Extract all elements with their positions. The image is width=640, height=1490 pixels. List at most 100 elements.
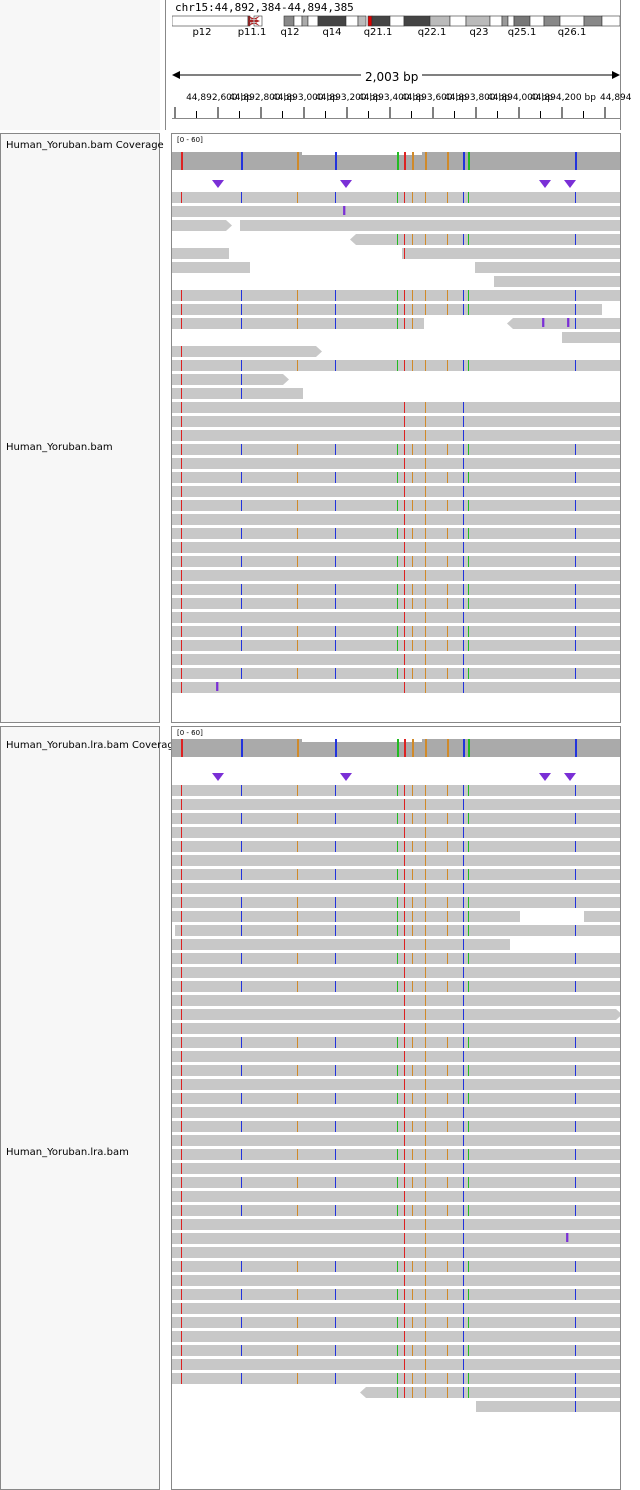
read <box>172 346 322 357</box>
alignment-track-name-1[interactable]: Human_Yoruban.bam <box>6 442 113 453</box>
insertion-marker-icon <box>564 773 576 781</box>
ideogram-band <box>559 15 585 27</box>
mismatch-mark <box>335 500 336 511</box>
mismatch-mark <box>335 1289 336 1300</box>
mismatch-mark <box>397 584 398 595</box>
mismatch-mark <box>447 234 448 245</box>
mismatch-mark <box>241 981 242 992</box>
coverage-mismatch-bar <box>397 152 399 170</box>
mismatch-mark <box>468 640 469 651</box>
mismatch-mark <box>425 556 426 567</box>
mismatch-mark <box>397 911 398 922</box>
chromosome-ideogram[interactable] <box>172 15 620 27</box>
mismatch-mark <box>447 1065 448 1076</box>
mismatch-mark <box>241 626 242 637</box>
mismatch-mark <box>425 654 426 665</box>
mismatch-mark <box>463 1107 464 1118</box>
mismatch-mark <box>575 925 576 936</box>
mismatch-mark <box>241 1261 242 1272</box>
mismatch-mark <box>181 1345 182 1356</box>
mismatch-mark <box>404 1023 405 1034</box>
mismatch-mark <box>404 318 405 329</box>
mismatch-mark <box>181 1303 182 1314</box>
mismatch-mark <box>425 1205 426 1216</box>
coverage-track-name-1[interactable]: Human_Yoruban.bam Coverage <box>6 140 164 151</box>
table-row <box>172 388 620 399</box>
read <box>507 318 620 329</box>
mismatch-mark <box>468 234 469 245</box>
table-row <box>172 542 620 553</box>
mismatch-mark <box>404 981 405 992</box>
coverage-track-name-2[interactable]: Human_Yoruban.lra.bam Coverage <box>6 740 180 751</box>
mismatch-mark <box>297 869 298 880</box>
mismatch-mark <box>335 360 336 371</box>
mismatch-mark <box>447 785 448 796</box>
table-row <box>172 799 620 810</box>
read <box>494 276 620 287</box>
mismatch-mark <box>297 1121 298 1132</box>
table-row <box>172 668 620 679</box>
table-row <box>172 1107 620 1118</box>
read <box>172 869 620 880</box>
mismatch-mark <box>335 444 336 455</box>
table-row <box>172 458 620 469</box>
band-label: q22.1 <box>417 27 447 38</box>
mismatch-mark <box>404 1051 405 1062</box>
read <box>172 1275 620 1286</box>
mismatch-mark <box>404 1009 405 1020</box>
ideogram-band <box>489 15 503 27</box>
mismatch-mark <box>468 500 469 511</box>
mismatch-mark <box>297 360 298 371</box>
mismatch-mark <box>463 897 464 908</box>
insertion-icon: I <box>215 680 220 694</box>
table-row <box>172 304 620 315</box>
ideogram-band <box>283 15 295 27</box>
mismatch-mark <box>404 682 405 693</box>
mismatch-mark <box>412 841 413 852</box>
mismatch-mark <box>463 542 464 553</box>
mismatch-mark <box>181 813 182 824</box>
mismatch-mark <box>463 883 464 894</box>
mismatch-mark <box>575 556 576 567</box>
mismatch-mark <box>425 1373 426 1384</box>
mismatch-mark <box>297 626 298 637</box>
mismatch-mark <box>575 472 576 483</box>
mismatch-mark <box>468 953 469 964</box>
mismatch-mark <box>447 584 448 595</box>
table-row <box>172 290 620 301</box>
mismatch-mark <box>463 1219 464 1230</box>
band-label: q25.1 <box>507 27 537 38</box>
mismatch-mark <box>468 1205 469 1216</box>
mismatch-mark <box>463 1387 464 1398</box>
mismatch-mark <box>468 897 469 908</box>
table-row <box>172 374 621 385</box>
mismatch-mark <box>181 444 182 455</box>
alignment-track-name-2[interactable]: Human_Yoruban.lra.bam <box>6 1147 129 1158</box>
mismatch-mark <box>404 855 405 866</box>
mismatch-mark <box>397 785 398 796</box>
mismatch-mark <box>297 500 298 511</box>
mismatch-mark <box>181 1191 182 1202</box>
mismatch-mark <box>412 1261 413 1272</box>
table-row <box>172 1205 620 1216</box>
mismatch-mark <box>397 500 398 511</box>
read <box>172 458 620 469</box>
read <box>172 841 620 852</box>
mismatch-mark <box>468 192 469 203</box>
read <box>172 1009 621 1020</box>
mismatch-mark <box>181 827 182 838</box>
mismatch-mark <box>425 402 426 413</box>
mismatch-mark <box>463 1289 464 1300</box>
mismatch-mark <box>425 598 426 609</box>
mismatch-mark <box>297 1037 298 1048</box>
mismatch-mark <box>575 444 576 455</box>
mismatch-mark <box>404 654 405 665</box>
table-row <box>172 248 620 259</box>
mismatch-mark <box>425 682 426 693</box>
coverage-mismatch-bar <box>425 152 427 170</box>
mismatch-mark <box>335 1373 336 1384</box>
mismatch-mark <box>425 1191 426 1202</box>
data-panel-track2[interactable]: [0 - 60] I <box>171 726 621 1490</box>
mismatch-mark <box>404 598 405 609</box>
